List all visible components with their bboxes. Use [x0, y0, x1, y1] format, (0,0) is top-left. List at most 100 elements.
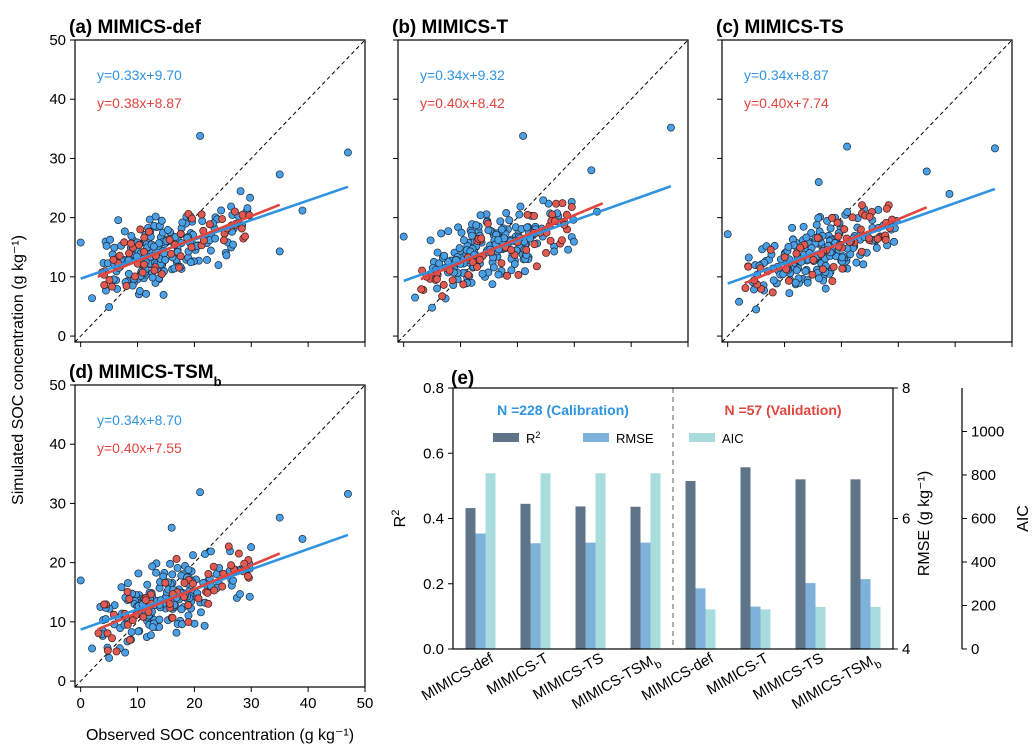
calibration-point	[411, 293, 420, 302]
validation-point	[744, 262, 753, 271]
calibration-point	[117, 583, 126, 592]
calibration-fit-line	[403, 185, 672, 283]
r2-axis-label-superscript: 2	[390, 510, 402, 516]
aic-axis-label: AIC	[1015, 505, 1032, 532]
rmse-axis-tick-label: 4	[902, 641, 910, 658]
calibration-point	[852, 258, 861, 267]
calibration-point	[550, 247, 559, 256]
calibration-point	[155, 615, 164, 624]
calibration-point	[812, 220, 821, 229]
bar-r	[850, 479, 861, 649]
calibration-point	[752, 305, 761, 314]
validation-point	[184, 618, 193, 627]
bar-rmse	[860, 579, 871, 649]
calibration-point	[488, 280, 497, 289]
calibration-point	[105, 303, 114, 312]
r2-axis-tick-label: 0.2	[423, 576, 444, 593]
validation-point	[834, 232, 843, 241]
calibration-point	[229, 576, 238, 585]
validation-point	[108, 282, 117, 291]
calibration-point	[114, 216, 123, 225]
calibration-point	[735, 297, 744, 306]
validation-point	[828, 214, 837, 222]
validation-point	[784, 276, 793, 285]
calibration-point	[455, 244, 464, 253]
validation-point	[136, 225, 145, 234]
panel-title: (e)	[451, 368, 474, 389]
validation-point	[840, 225, 849, 234]
validation-point	[112, 647, 121, 656]
r2-axis-tick-label: 0.4	[423, 511, 444, 528]
validation-point	[194, 594, 203, 603]
calibration-point	[459, 236, 468, 245]
validation-point	[108, 634, 117, 643]
calibration-group-label: N =228 (Calibration)	[497, 402, 629, 418]
calibration-point	[872, 243, 881, 252]
panel-title: (a) MIMICS-def	[69, 17, 202, 38]
calibration-point	[815, 274, 823, 283]
calibration-point	[792, 266, 801, 275]
validation-point	[514, 271, 523, 279]
scatter-panel-3: (d) MIMICS-TSMby=0.34x+8.70y=0.40x+7.550…	[49, 362, 373, 712]
validation-point	[141, 596, 150, 605]
calibration-point	[246, 193, 254, 202]
calibration-point	[476, 211, 485, 220]
calibration-point	[163, 226, 172, 234]
calibration-point	[496, 217, 505, 226]
validation-point	[140, 247, 149, 256]
calibration-point	[247, 543, 256, 552]
scatter-panel-2: (c) MIMICS-TS y=0.34x+8.87 y=0.40x+7.74	[716, 17, 1013, 347]
calibration-point	[222, 251, 231, 260]
calibration-point	[217, 206, 226, 215]
calibration-point	[457, 228, 466, 237]
calibration-point	[838, 253, 847, 262]
calibration-point	[539, 196, 548, 205]
one-to-one-line	[721, 39, 1013, 343]
calibration-point	[521, 267, 529, 276]
y-tick-label: 20	[49, 555, 66, 572]
validation-point	[100, 281, 109, 290]
panel-title: (c) MIMICS-TS	[716, 17, 844, 38]
y-tick-label: 40	[49, 91, 66, 108]
calibration-point	[298, 535, 307, 543]
bar-rmse	[750, 606, 761, 649]
panel-title-subscript: b	[214, 374, 222, 389]
calibration-point	[236, 187, 245, 196]
calibration-point	[444, 227, 453, 236]
calibration-point	[203, 256, 211, 264]
calibration-equation: y=0.34x+8.87	[744, 67, 829, 83]
validation-point	[125, 594, 134, 603]
bar-aic	[485, 473, 496, 649]
calibration-point	[198, 217, 207, 226]
calibration-point	[206, 246, 215, 255]
bar-rmse	[805, 583, 816, 649]
legend-swatch-rmse	[583, 433, 609, 442]
calibration-point	[206, 547, 215, 556]
calibration-point	[168, 570, 177, 579]
validation-point	[438, 292, 447, 301]
calibration-equation: y=0.33x+9.70	[97, 67, 182, 83]
calibration-point	[801, 267, 810, 276]
validation-point	[567, 203, 576, 211]
calibration-point	[167, 523, 176, 532]
x-tick-label: 40	[300, 695, 317, 712]
bar-aic	[595, 473, 606, 649]
validation-point	[439, 280, 448, 289]
scatter-panel-1: (b) MIMICS-T y=0.34x+9.32 y=0.40x+8.42	[392, 17, 689, 347]
calibration-point	[196, 488, 205, 497]
validation-point	[809, 256, 818, 264]
bar-rmse	[530, 543, 541, 649]
calibration-point	[196, 608, 205, 617]
calibration-point	[843, 208, 852, 217]
calibration-point	[147, 631, 155, 640]
calibration-point	[437, 229, 446, 238]
shared-y-axis-label: Simulated SOC concentration (g kg⁻¹)	[10, 235, 27, 505]
y-tick-label: 0	[58, 673, 66, 690]
calibration-point	[814, 178, 823, 187]
x-tick-label: 50	[357, 695, 374, 712]
x-tick-label: 0	[77, 695, 85, 712]
validation-point	[140, 260, 149, 269]
calibration-point	[102, 241, 111, 250]
validation-point	[100, 600, 109, 609]
